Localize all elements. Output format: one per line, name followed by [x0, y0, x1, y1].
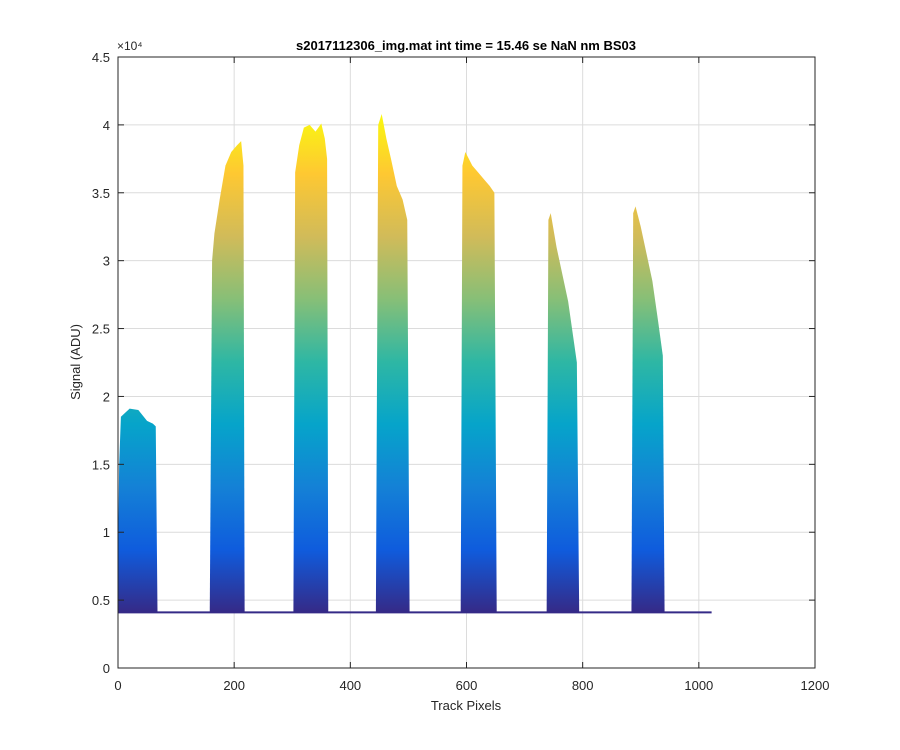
x-axis-label: Track Pixels: [431, 698, 502, 713]
y-tick-label: 3.5: [92, 186, 110, 201]
data-layer: [118, 114, 712, 614]
y-tick-label: 0: [103, 661, 110, 676]
signal-peak-7: [631, 206, 665, 613]
signal-peak-1: [118, 408, 158, 613]
y-tick-label: 4.5: [92, 50, 110, 65]
x-tick-label: 1000: [684, 678, 713, 693]
y-tick-label: 1.5: [92, 457, 110, 472]
y-tick-label: 2.5: [92, 322, 110, 337]
signal-peak-2: [209, 141, 245, 613]
y-tick-label: 1: [103, 525, 110, 540]
signal-peak-4: [375, 114, 410, 613]
x-tick-label: 1200: [801, 678, 830, 693]
y-tick-labels: 0 0.5 1 1.5 2 2.5 3 3.5 4 4.5: [92, 50, 110, 676]
x-tick-label: 600: [456, 678, 478, 693]
x-tick-labels: 0 200 400 600 800 1000 1200: [114, 678, 829, 693]
x-tick-label: 0: [114, 678, 121, 693]
y-exponent-label: ×10⁴: [117, 39, 143, 53]
ticks: [117, 56, 816, 669]
signal-peak-5: [460, 152, 497, 613]
y-tick-label: 2: [103, 389, 110, 404]
signal-peak-6: [546, 213, 580, 613]
y-axis-label: Signal (ADU): [68, 324, 83, 400]
y-tick-label: 3: [103, 254, 110, 269]
signal-peak-3: [293, 123, 329, 613]
y-tick-label: 4: [103, 118, 110, 133]
x-tick-label: 400: [339, 678, 361, 693]
x-tick-label: 200: [223, 678, 245, 693]
chart-title: s2017112306_img.mat int time = 15.46 se …: [296, 38, 636, 53]
y-tick-label: 0.5: [92, 593, 110, 608]
x-tick-label: 800: [572, 678, 594, 693]
